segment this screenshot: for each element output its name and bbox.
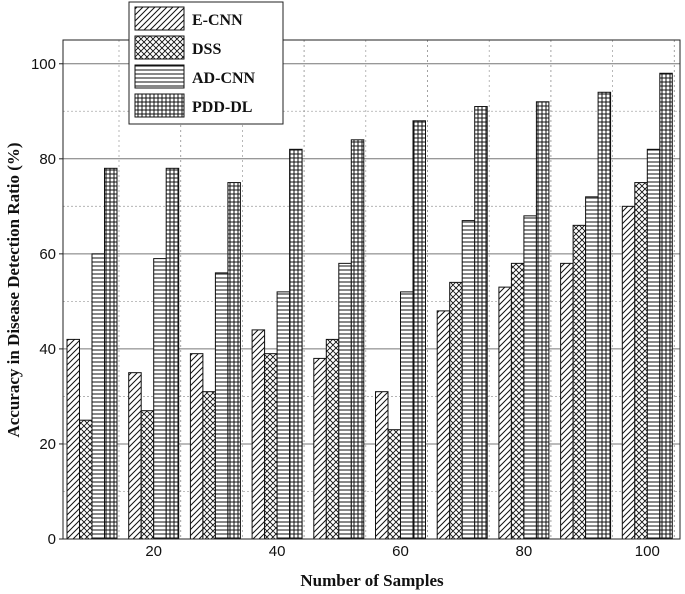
legend-label: AD-CNN: [192, 70, 256, 87]
bar-dss-40: [264, 353, 278, 540]
bar-ad-cnn-40: [276, 291, 291, 540]
bar-pdd-dl-10: [104, 167, 118, 540]
bar-ad-cnn-50: [338, 262, 352, 540]
bar-e-cnn-90: [560, 262, 574, 540]
y-axis-ticks: 0 20 40 60 80 100: [31, 56, 63, 548]
bar-e-cnn-10: [66, 338, 80, 540]
bar-ad-cnn-70: [461, 220, 476, 540]
bar-pdd-dl-90: [597, 91, 612, 540]
plot-frame: [62, 39, 681, 540]
bar-pdd-dl-50: [350, 139, 365, 540]
bar-ad-cnn-90: [585, 196, 599, 540]
y-tick-label: 20: [39, 436, 56, 453]
bar-e-cnn-60: [375, 391, 389, 540]
bar-e-cnn-30: [189, 353, 204, 540]
legend-label: E-CNN: [192, 12, 243, 29]
bar-ad-cnn-80: [523, 215, 537, 540]
bar-e-cnn-50: [313, 357, 327, 540]
x-tick-label: 60: [392, 543, 409, 560]
bar-dss-80: [510, 262, 525, 540]
bar-ad-cnn-20: [153, 258, 167, 540]
bar-dss-50: [325, 338, 340, 540]
x-axis-ticks: 20 40 60 80 100: [145, 543, 659, 560]
x-tick-label: 100: [635, 543, 660, 560]
y-axis-title: Accuracy in Disease Detection Ratio (%): [4, 142, 23, 437]
bar-dss-20: [140, 410, 155, 540]
y-tick-label: 80: [39, 151, 56, 168]
bar-pdd-dl-20: [165, 167, 180, 540]
bar-dss-30: [202, 391, 216, 540]
legend-swatch: [134, 35, 185, 60]
legend-swatch: [134, 64, 185, 89]
x-axis-title: Number of Samples: [300, 571, 444, 590]
bar-dss-10: [79, 419, 93, 540]
bar-e-cnn-100: [621, 205, 636, 540]
bar-e-cnn-40: [251, 329, 266, 540]
bar-dss-90: [572, 224, 587, 540]
legend: E-CNN DSS AD-CNN PDD-DL: [128, 1, 284, 125]
x-tick-label: 20: [145, 543, 162, 560]
bars: [66, 72, 673, 540]
bar-ad-cnn-100: [646, 148, 661, 540]
bar-pdd-dl-30: [227, 182, 241, 540]
y-tick-label: 0: [48, 531, 56, 548]
legend-label: PDD-DL: [192, 99, 252, 116]
bar-pdd-dl-60: [412, 120, 426, 540]
bar-e-cnn-70: [436, 310, 451, 540]
bar-ad-cnn-30: [214, 272, 229, 540]
legend-swatch: [134, 93, 185, 118]
bar-dss-100: [634, 182, 648, 540]
x-tick-label: 80: [516, 543, 533, 560]
bar-e-cnn-20: [128, 372, 142, 540]
bar-dss-60: [387, 429, 401, 540]
legend-swatch: [134, 6, 185, 31]
bar-dss-70: [449, 281, 463, 540]
bar-pdd-dl-70: [474, 106, 488, 540]
legend-label: DSS: [192, 41, 221, 58]
y-tick-label: 40: [39, 341, 56, 358]
bar-e-cnn-80: [498, 286, 512, 540]
bar-pdd-dl-40: [289, 148, 303, 540]
x-tick-label: 40: [269, 543, 286, 560]
bar-ad-cnn-60: [400, 291, 414, 540]
bar-ad-cnn-10: [91, 253, 105, 540]
y-tick-label: 100: [31, 56, 56, 73]
bar-pdd-dl-80: [535, 101, 550, 540]
bar-pdd-dl-100: [659, 72, 673, 540]
y-tick-label: 60: [39, 246, 56, 263]
